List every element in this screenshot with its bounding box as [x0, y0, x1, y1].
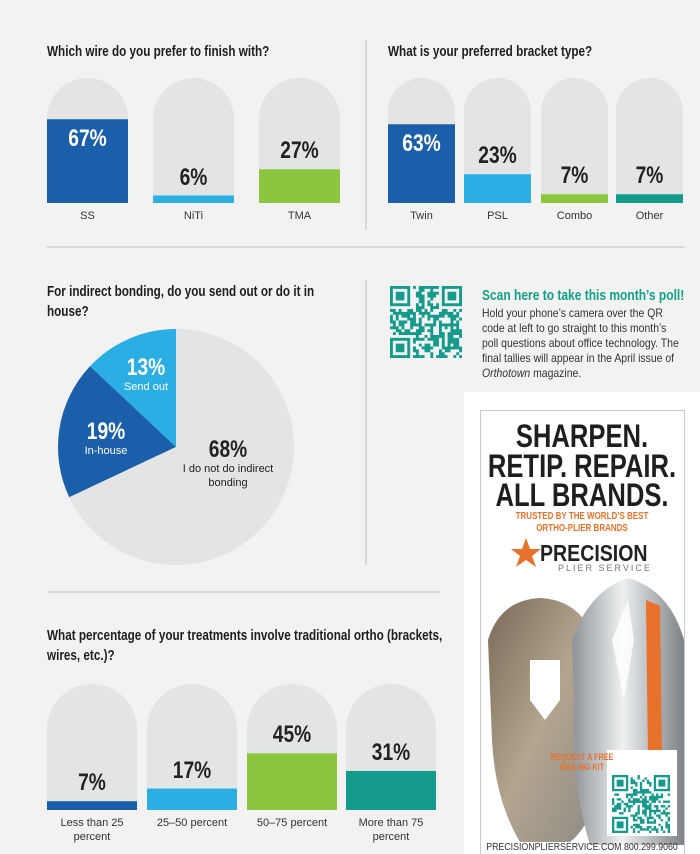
value-label: 27%: [280, 137, 319, 165]
bar-background: [147, 684, 237, 810]
kit-label: REQUEST A FREE: [550, 752, 614, 762]
category-label: In-house: [84, 445, 128, 457]
bar: [247, 753, 337, 810]
category-label: NiTi: [183, 210, 204, 222]
ad-headline: ALL BRANDS.: [495, 477, 669, 513]
plier-cutout: [530, 660, 560, 720]
logo-star: [511, 538, 541, 567]
qr-finder: [395, 343, 405, 353]
poll-body: Hold your phone’s camera over the QR cod…: [482, 306, 684, 381]
chart-title: What is your preferred bracket type?: [388, 43, 593, 60]
ad-tagline: ORTHO-PLIER BRANDS: [536, 523, 628, 534]
category-label: Less than 25 percent: [60, 817, 124, 843]
bar-background: [464, 78, 531, 203]
pie-slice: [69, 329, 294, 565]
qr-finder: [658, 779, 666, 787]
bar: [541, 194, 608, 203]
chart-title: For indirect bonding, do you send out or…: [47, 283, 315, 320]
category-label: More than 75 percent: [358, 817, 424, 843]
chart-title: Which wire do you prefer to finish with?: [47, 43, 270, 60]
ad-tagline: TRUSTED BY THE WORLD’S BEST: [515, 511, 649, 522]
qr-finder: [441, 286, 462, 307]
qr-finder: [653, 774, 670, 792]
ad-brand-sub: PLIER SERVICE: [558, 563, 652, 573]
poll-text: Orthotown: [482, 366, 531, 380]
bar: [346, 770, 436, 810]
bar: [47, 801, 137, 810]
value-label: 7%: [78, 769, 106, 797]
chart-title: What percentage of your treatments invol…: [47, 627, 443, 664]
qr-modules: [612, 775, 670, 833]
qr-finder: [611, 774, 629, 792]
category-label: Combo: [556, 210, 593, 222]
pie-slice: [57, 366, 176, 498]
value-label: 45%: [272, 721, 312, 749]
kit-label: MAILING KIT: [560, 762, 604, 772]
qr-finder: [447, 291, 457, 301]
value-label: 7%: [635, 162, 664, 190]
qr-finder: [395, 291, 405, 301]
poll-text: Hold your phone’s camera over the QR cod…: [482, 306, 679, 365]
category-label: Send out: [123, 381, 169, 393]
category-label: TMA: [287, 210, 312, 222]
bar: [153, 195, 234, 203]
bar-background: [616, 78, 683, 203]
qr-finder: [616, 821, 624, 829]
ad-brand: PRECISION: [540, 540, 648, 566]
value-label: 19%: [86, 418, 126, 445]
qr-finder: [616, 779, 624, 787]
pie-slice: [89, 329, 176, 447]
ad-headline: RETIP. REPAIR.: [487, 448, 677, 484]
value-label: 6%: [179, 163, 208, 191]
bar: [616, 194, 683, 203]
ad-headline: SHARPEN.: [515, 418, 649, 454]
value-label: 13%: [126, 354, 166, 381]
category-label: 25–50 percent: [156, 817, 228, 829]
category-label: PSL: [487, 210, 508, 222]
category-label: SS: [80, 210, 95, 222]
plier-left: [488, 598, 600, 842]
poll-text: magazine.: [530, 366, 582, 380]
value-label: 23%: [478, 142, 517, 170]
value-label: 67%: [68, 125, 107, 153]
plier-stripe: [646, 600, 662, 760]
bar: [388, 124, 455, 203]
category-label: Twin: [410, 210, 433, 222]
category-label: 50–75 percent: [256, 817, 328, 829]
qr-finder: [390, 286, 411, 307]
bar: [147, 788, 237, 810]
qr-finder: [611, 816, 629, 833]
qr-modules: [390, 286, 462, 358]
value-label: 17%: [172, 756, 212, 784]
bar-background: [153, 78, 234, 203]
ad-footer: PRECISIONPLIERSERVICE.COM 800.299.9060: [486, 842, 678, 853]
ad-border: [480, 410, 685, 854]
value-label: 7%: [560, 162, 589, 190]
bar: [259, 169, 340, 203]
plier-highlight: [612, 600, 634, 700]
bar-background: [541, 78, 608, 203]
bar: [464, 174, 531, 203]
bar: [47, 119, 128, 203]
bar-background: [47, 684, 137, 810]
value-label: 63%: [402, 130, 441, 158]
value-label: 68%: [208, 436, 248, 463]
poll-title: Scan here to take this month’s poll!: [482, 287, 685, 304]
value-label: 31%: [371, 738, 411, 766]
qr-finder: [390, 337, 411, 358]
category-label: Other: [635, 210, 664, 222]
category-label: I do not do indirect bonding: [182, 463, 274, 489]
